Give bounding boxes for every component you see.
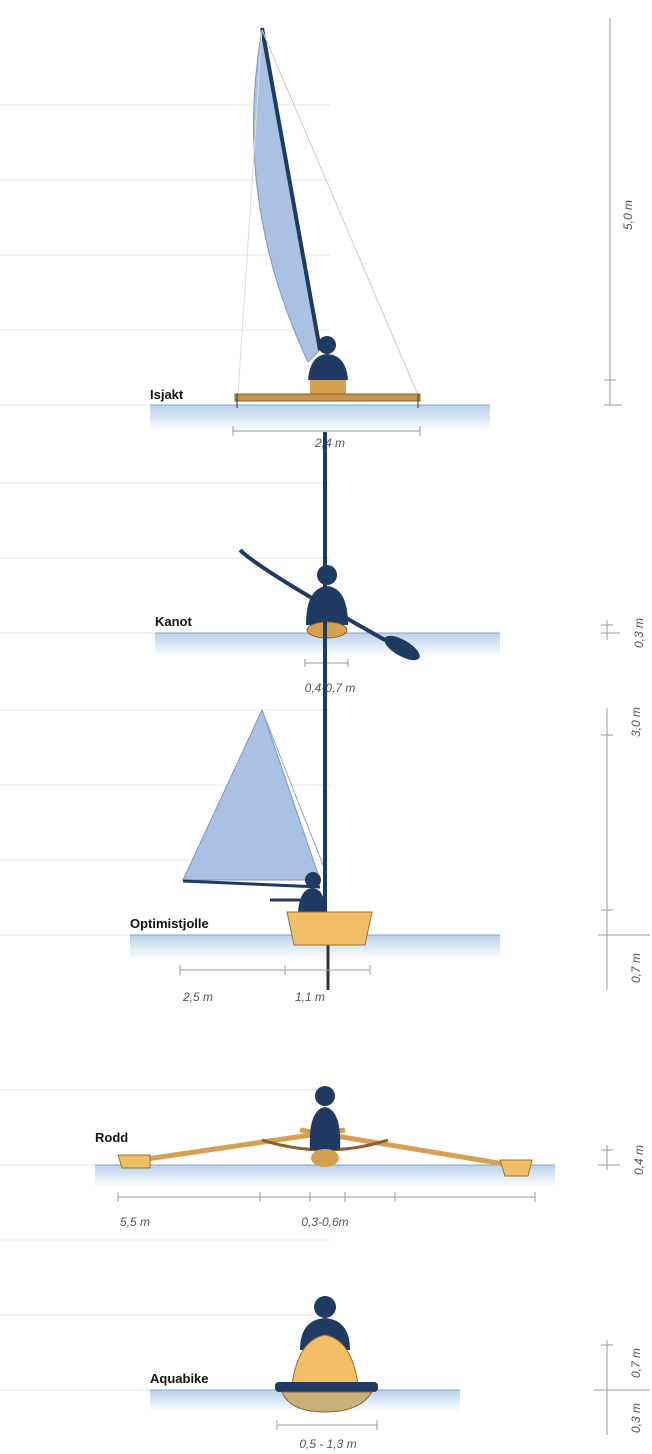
- height-label: 0,3 m: [629, 1403, 643, 1433]
- width-label: 0,5 - 1,3 m: [299, 1437, 356, 1451]
- vessel-name: Optimistjolle: [130, 916, 209, 931]
- width-label: 2,5 m: [182, 990, 213, 1004]
- width-label: 0,4-0,7 m: [305, 681, 356, 695]
- vessel-name: Kanot: [155, 614, 193, 629]
- width-label: 5,5 m: [120, 1215, 150, 1229]
- vessel-name: Aquabike: [150, 1371, 209, 1386]
- optimistjolle: Optimistjolle 2,5 m 1,1 m 3,0 m 0,7 m: [130, 432, 650, 1004]
- height-label: 0,7 m: [629, 1348, 643, 1378]
- height-label: 5,0 m: [621, 200, 635, 230]
- height-label: 0,7 m: [629, 953, 643, 983]
- aquabike: Aquabike 0,5 - 1,3 m 0,7 m 0,3 m: [150, 1296, 650, 1451]
- vessel-name: Rodd: [95, 1130, 128, 1145]
- rodd: Rodd 5,5 m 0,3-0,6m 0,4 m: [95, 1086, 646, 1229]
- width-label: 2,4 m: [314, 436, 345, 450]
- vessel-name: Isjakt: [150, 387, 184, 402]
- width-label: 1,1 m: [295, 990, 325, 1004]
- width-label: 0,3-0,6m: [301, 1215, 348, 1229]
- height-label: 0,3 m: [632, 618, 646, 648]
- height-label: 3,0 m: [629, 707, 643, 737]
- kanot: Kanot 0,4-0,7 m 0,3 m: [155, 548, 646, 695]
- height-label: 0,4 m: [632, 1145, 646, 1175]
- isjakt: Isjakt 2,4 m 5,0 m: [150, 18, 635, 450]
